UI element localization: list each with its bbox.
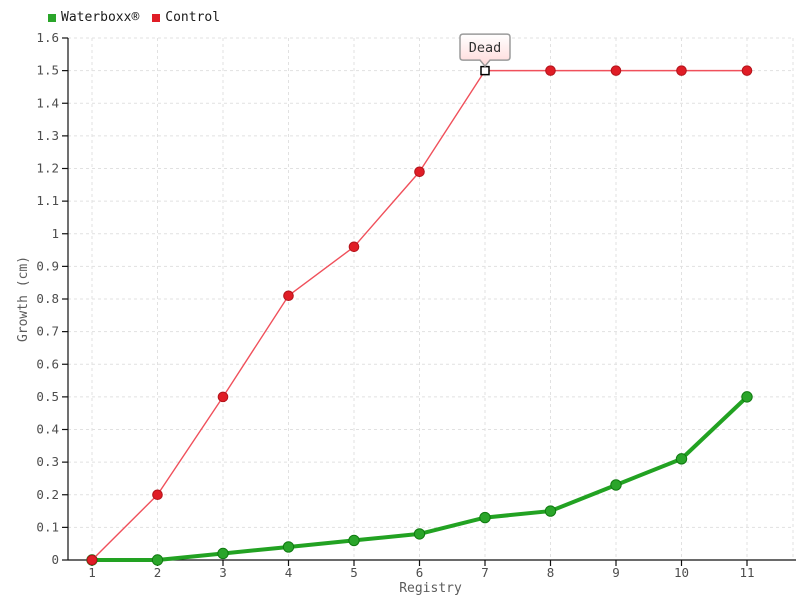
y-tick-label: 0.4 [36, 422, 59, 437]
waterboxx-data-point[interactable] [610, 479, 622, 491]
waterboxx-data-point[interactable] [479, 511, 491, 524]
y-tick-label: 0 [51, 552, 59, 567]
control-data-point[interactable] [217, 391, 229, 403]
control-data-point[interactable] [414, 166, 425, 178]
control-legend-swatch [152, 13, 161, 22]
dead-annotation-balloon: Dead [459, 33, 511, 68]
x-tick-label: 8 [547, 565, 555, 580]
y-tick-label: 0.5 [36, 389, 59, 404]
waterboxx-data-point[interactable] [151, 554, 164, 566]
control-data-point[interactable] [610, 65, 622, 76]
y-tick-label: 1 [51, 226, 59, 241]
x-tick-label: 10 [674, 565, 689, 580]
y-tick-label: 0.6 [36, 356, 59, 371]
y-tick-label: 1.4 [36, 95, 59, 110]
y-tick-label: 0.1 [36, 519, 59, 534]
y-tick-label: 0.8 [36, 291, 59, 306]
balloon-bubble [459, 33, 511, 68]
x-tick-label: 7 [481, 565, 489, 580]
waterboxx-legend-swatch [48, 13, 56, 22]
control-data-point[interactable] [86, 554, 98, 566]
y-tick-label: 1.3 [36, 128, 59, 143]
y-tick-label: 1.1 [36, 193, 59, 208]
x-tick-label: 5 [350, 565, 358, 580]
x-axis-title: Registry [399, 581, 462, 596]
x-tick-label: 1 [88, 565, 96, 580]
waterboxx-data-point[interactable] [675, 453, 688, 465]
balloon-text: Dead [469, 40, 502, 56]
y-axis-title: Growth (cm) [16, 256, 31, 342]
legend-item-control[interactable]: Control [152, 10, 220, 25]
y-tick-label: 0.7 [36, 324, 59, 339]
waterboxx-legend-label: Waterboxx® [61, 10, 140, 25]
y-tick-label: 0.9 [36, 258, 59, 273]
y-tick-label: 1.5 [36, 63, 59, 78]
y-tick-label: 1.6 [36, 30, 59, 45]
x-tick-label: 2 [154, 565, 162, 580]
x-tick-label: 9 [612, 565, 620, 580]
tick-labels: 0 0.1 0.2 0.3 0.4 0.5 0.6 0.7 0.8 0.9 1 1.1 1.2 1.3 1.… [36, 30, 754, 580]
control-data-point[interactable] [545, 65, 556, 76]
control-legend-label: Control [165, 10, 221, 25]
series-waterboxx [86, 391, 753, 566]
x-tick-label: 4 [285, 565, 293, 580]
legend-item-waterboxx[interactable]: Waterboxx® [48, 10, 139, 25]
control-data-point[interactable] [676, 65, 687, 76]
series-control [86, 65, 753, 566]
x-tick-label: 11 [739, 565, 754, 580]
x-tick-label: 6 [416, 565, 424, 580]
waterboxx-data-point[interactable] [348, 534, 360, 547]
y-tick-label: 0.3 [36, 454, 59, 469]
chart-legend: Waterboxx® Control [48, 10, 220, 25]
x-tick-label: 3 [219, 565, 227, 580]
control-data-point[interactable] [741, 65, 753, 76]
y-tick-label: 1.2 [36, 161, 59, 176]
control-data-point[interactable] [152, 489, 163, 501]
waterboxx-data-point[interactable] [741, 391, 753, 403]
waterboxx-data-point[interactable] [544, 505, 557, 517]
y-tick-label: 0.2 [36, 487, 59, 502]
waterboxx-data-point[interactable] [282, 541, 295, 553]
control-data-point[interactable] [283, 290, 294, 302]
control-data-point[interactable] [348, 241, 360, 253]
grid [68, 37, 794, 560]
dead-point-marker[interactable] [480, 65, 490, 76]
waterboxx-data-point[interactable] [413, 528, 426, 540]
waterboxx-data-point[interactable] [217, 547, 229, 560]
axes [62, 37, 796, 566]
